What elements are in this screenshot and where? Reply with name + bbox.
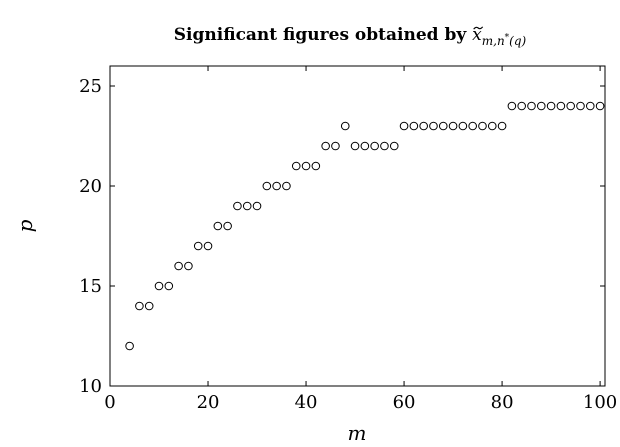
data-point — [154, 281, 164, 291]
chart-title-math-subscript: m,n — [482, 34, 505, 48]
data-point — [272, 181, 281, 191]
chart-title-math-superscript: * — [505, 33, 510, 43]
data-point — [164, 281, 174, 291]
data-point — [184, 261, 193, 271]
data-point — [497, 121, 507, 131]
x-axis-label: m — [348, 421, 367, 445]
data-point — [389, 141, 399, 151]
y-tick-label: 15 — [79, 276, 102, 297]
data-point — [370, 141, 379, 151]
y-tick-label: 10 — [79, 376, 102, 397]
chart-title: Significant figures obtained by xm,n*(q) — [174, 25, 527, 48]
data-point — [409, 121, 419, 131]
y-axis-label: p — [13, 219, 37, 232]
data-point — [585, 101, 595, 111]
data-point — [468, 121, 477, 131]
data-point — [193, 241, 203, 251]
x-tick-label: 20 — [197, 392, 220, 413]
data-point — [203, 241, 213, 251]
data-point — [478, 121, 487, 131]
chart-title-math-subscript-tail: (q) — [509, 34, 526, 48]
axis-ticks — [109, 66, 605, 387]
axis-tick-labels: 0 20 40 60 80 100 10 15 20 25 — [79, 76, 617, 413]
data-point — [321, 141, 330, 151]
plot-frame — [109, 65, 606, 387]
y-tick-label: 20 — [79, 176, 102, 197]
data-point — [242, 201, 252, 211]
data-points — [125, 101, 605, 351]
x-tick-label: 40 — [295, 392, 318, 413]
chart-title-text: Significant figures obtained by — [174, 25, 472, 45]
data-point — [125, 341, 134, 351]
data-point — [536, 101, 546, 111]
data-point — [340, 121, 350, 131]
data-point — [380, 141, 389, 151]
data-point — [213, 221, 223, 231]
title-tilde-accent — [473, 26, 484, 30]
data-point — [282, 181, 291, 191]
data-point — [233, 201, 242, 211]
data-point — [291, 161, 301, 171]
data-point — [301, 161, 311, 171]
data-point — [419, 121, 428, 131]
data-point — [438, 121, 448, 131]
data-point — [507, 101, 517, 111]
data-point — [311, 161, 321, 171]
data-point — [223, 221, 232, 231]
data-point — [546, 101, 556, 111]
data-point — [487, 121, 497, 131]
data-point — [448, 121, 458, 131]
data-point — [252, 201, 262, 211]
data-point — [429, 121, 438, 131]
data-point — [144, 301, 154, 311]
data-point — [566, 101, 575, 111]
data-point — [399, 121, 409, 131]
data-point — [458, 121, 468, 131]
data-point — [135, 301, 144, 311]
x-tick-label: 60 — [393, 392, 416, 413]
data-point — [360, 141, 370, 151]
data-point — [331, 141, 340, 151]
chart-title-math-base: x — [472, 25, 482, 45]
y-tick-label: 25 — [79, 76, 102, 97]
x-tick-label: 100 — [583, 392, 617, 413]
x-tick-label: 80 — [491, 392, 514, 413]
data-point — [576, 101, 585, 111]
data-point — [517, 101, 526, 111]
data-point — [595, 101, 605, 111]
data-point — [556, 101, 566, 111]
x-tick-label: 0 — [104, 392, 115, 413]
data-point — [527, 101, 536, 111]
data-point — [174, 261, 183, 271]
data-point — [350, 141, 360, 151]
data-point — [262, 181, 272, 191]
